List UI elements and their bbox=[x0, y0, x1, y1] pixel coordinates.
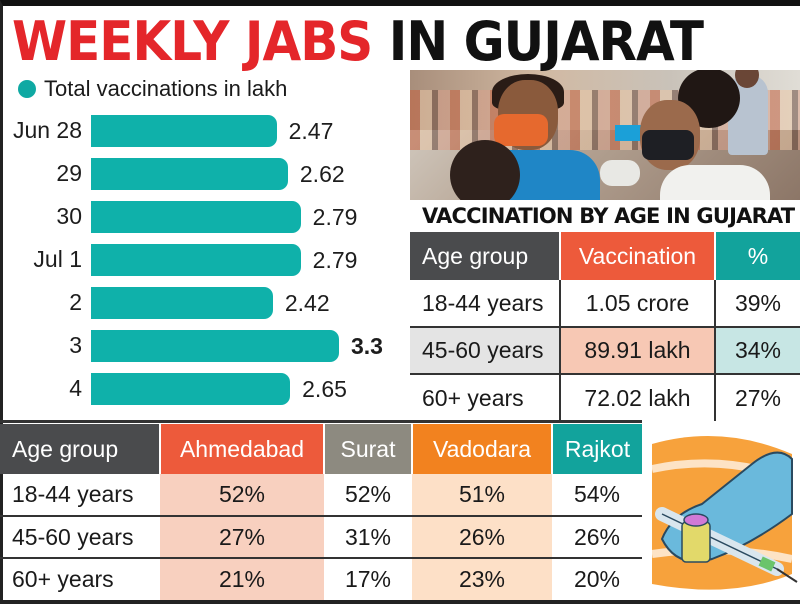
bar-row: Jun 28 2.47 bbox=[0, 115, 408, 147]
bar-row: 2 2.42 bbox=[0, 287, 408, 319]
bar-row: 30 2.79 bbox=[0, 201, 408, 233]
table-row: 45-60 years 89.91 lakh 34% bbox=[410, 327, 800, 375]
cell-age: 45-60 years bbox=[0, 516, 160, 559]
city-table: Age group Ahmedabad Surat Vadodara Rajko… bbox=[0, 424, 642, 600]
photo-nurse-coat bbox=[660, 165, 770, 200]
divider bbox=[0, 420, 642, 423]
header-vaccination: Vaccination bbox=[559, 232, 715, 280]
bar-category-label: 4 bbox=[69, 375, 82, 401]
cell-percent: 27% bbox=[714, 374, 800, 421]
header-vadodara: Vadodara bbox=[411, 424, 552, 474]
legend-dot-icon bbox=[18, 80, 36, 98]
bar-value-label: 2.65 bbox=[302, 376, 347, 402]
city-table-header: Age group Ahmedabad Surat Vadodara Rajko… bbox=[0, 424, 642, 474]
cell-vadodara: 23% bbox=[412, 558, 552, 600]
bar bbox=[91, 330, 339, 362]
bar-row: Jul 1 2.79 bbox=[0, 244, 408, 276]
bar-row: 3 3.3 bbox=[0, 330, 408, 362]
table-row: 60+ years 21% 17% 23% 20% bbox=[0, 558, 642, 600]
cell-vadodara: 26% bbox=[412, 516, 552, 559]
photo-box bbox=[615, 125, 641, 141]
photo-orange-mask bbox=[494, 114, 548, 146]
bar bbox=[91, 287, 273, 319]
bar bbox=[91, 201, 301, 233]
bar-chart: Jun 28 2.47 29 2.62 30 2.79 Jul 1 2.79 2 2.42 3 3.3… bbox=[0, 110, 408, 415]
photo-child bbox=[450, 140, 520, 200]
cell-ahmedabad: 27% bbox=[160, 516, 324, 559]
bar-value-label: 2.42 bbox=[284, 290, 330, 316]
table-row: 18-44 years 52% 52% 51% 54% bbox=[0, 474, 642, 517]
age-table: Age group Vaccination % 18-44 years 1.05… bbox=[410, 232, 800, 421]
cell-vaccination: 1.05 crore bbox=[559, 280, 715, 328]
cell-rajkot: 20% bbox=[573, 566, 621, 592]
vaccination-photo bbox=[410, 70, 800, 200]
cell-percent: 39% bbox=[714, 280, 800, 328]
bar bbox=[91, 373, 291, 405]
chart-legend: Total vaccinations in lakh bbox=[18, 76, 287, 102]
legend-label: Total vaccinations in lakh bbox=[44, 76, 288, 101]
photo-black-mask bbox=[642, 130, 694, 160]
cell-surat: 17% bbox=[344, 566, 392, 592]
header-ahmedabad: Ahmedabad bbox=[159, 424, 324, 474]
bar-value-label: 3.3 bbox=[351, 333, 383, 359]
photo-man-head bbox=[735, 70, 759, 88]
age-table-title-text: VACCINATION BY AGE IN GUJARAT bbox=[422, 204, 795, 228]
cell-age: 60+ years bbox=[12, 566, 114, 592]
bar bbox=[91, 244, 301, 276]
bar-value-label: 2.47 bbox=[288, 118, 334, 144]
bar bbox=[91, 115, 277, 147]
bar-category-label: 2 bbox=[69, 289, 82, 315]
bar-category-label: 3 bbox=[69, 332, 82, 358]
header-age-group: Age group bbox=[0, 424, 160, 474]
cell-vaccination: 89.91 lakh bbox=[559, 327, 715, 375]
syringe-illustration bbox=[642, 424, 800, 600]
photo-glove bbox=[600, 160, 640, 186]
page-title: WEEKLY JABS IN GUJARAT bbox=[12, 8, 704, 75]
bar-category-label: Jul 1 bbox=[33, 246, 82, 272]
cell-vaccination: 72.02 lakh bbox=[559, 374, 715, 421]
header-surat: Surat bbox=[323, 424, 412, 474]
cell-age: 60+ years bbox=[422, 384, 524, 411]
title-red: WEEKLY JABS bbox=[12, 10, 373, 73]
cell-age: 18-44 years bbox=[410, 280, 560, 328]
bar-value-label: 2.79 bbox=[312, 204, 358, 230]
header-percent: % bbox=[714, 232, 800, 280]
cell-age: 45-60 years bbox=[410, 327, 560, 375]
bar-category-label: Jun 28 bbox=[12, 117, 82, 143]
cell-surat: 52% bbox=[324, 474, 412, 517]
age-table-header: Age group Vaccination % bbox=[410, 232, 800, 280]
bar bbox=[91, 158, 288, 190]
title-black: IN GUJARAT bbox=[388, 10, 704, 73]
header-rajkot: Rajkot bbox=[551, 424, 642, 474]
cell-rajkot: 54% bbox=[552, 474, 642, 517]
bar-category-label: 30 bbox=[56, 203, 82, 229]
cell-ahmedabad: 21% bbox=[160, 558, 324, 600]
gloved-hand-syringe-icon bbox=[651, 436, 798, 590]
cell-age: 18-44 years bbox=[0, 474, 160, 517]
age-table-title: VACCINATION BY AGE IN GUJARAT bbox=[410, 200, 800, 236]
cell-surat: 31% bbox=[324, 516, 412, 559]
cell-percent: 34% bbox=[714, 327, 800, 375]
cell-vadodara: 51% bbox=[412, 474, 552, 517]
cell-rajkot: 26% bbox=[552, 516, 642, 559]
bar-value-label: 2.79 bbox=[312, 247, 358, 273]
table-row: 60+ years 72.02 lakh 27% bbox=[410, 374, 800, 421]
cell-ahmedabad: 52% bbox=[160, 474, 324, 517]
bar-value-label: 2.62 bbox=[299, 161, 345, 187]
header-age-group: Age group bbox=[410, 232, 560, 280]
bar-category-label: 29 bbox=[56, 160, 82, 186]
table-row: 45-60 years 27% 31% 26% 26% bbox=[0, 516, 642, 559]
bar-row: 29 2.62 bbox=[0, 158, 408, 190]
table-row: 18-44 years 1.05 crore 39% bbox=[410, 280, 800, 328]
bar-row: 4 2.65 bbox=[0, 373, 408, 405]
